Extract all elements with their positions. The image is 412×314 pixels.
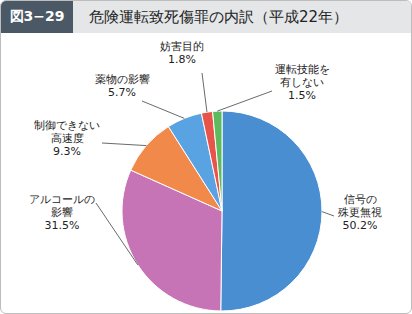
svg-text:薬物の影響5.7%: 薬物の影響5.7% [95, 73, 150, 99]
svg-text:運転技能を有しない1.5%: 運転技能を有しない1.5% [275, 63, 330, 102]
svg-text:アルコールの影響31.5%: アルコールの影響31.5% [29, 193, 95, 232]
svg-text:制御できない高速度9.3%: 制御できない高速度9.3% [34, 119, 100, 158]
svg-text:信号の殊更無視50.2%: 信号の殊更無視50.2% [338, 193, 382, 232]
html-text:図3−29: 図3−29 [9, 8, 65, 24]
html-text:危険運転致死傷罪の内訳（平成22年）: 危険運転致死傷罪の内訳（平成22年） [89, 7, 349, 26]
svg-text:妨害目的1.8%: 妨害目的1.8% [160, 40, 204, 66]
